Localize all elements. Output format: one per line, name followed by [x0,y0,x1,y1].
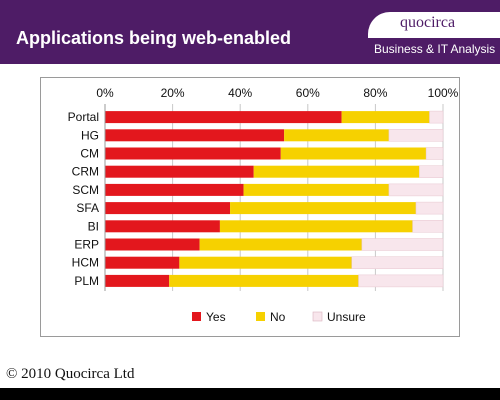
bar-no [199,238,362,251]
legend-swatch-no [256,312,265,321]
category-label: HCM [72,256,99,270]
bar-unsure [415,201,444,215]
legend-swatch-unsure [312,311,323,322]
bar-unsure [412,220,444,233]
tagline: Business & IT Analysis [374,42,496,56]
bar-yes [105,111,342,124]
bar-unsure [429,110,444,124]
legend-swatch-yes [192,312,201,321]
bar-no [280,147,427,160]
bar-yes [105,256,180,269]
category-label: Portal [68,110,99,124]
x-tick-label: 60% [296,86,320,100]
bar-yes [105,238,200,251]
category-label: SFA [76,201,99,215]
bar-unsure [361,238,444,251]
bar-unsure [351,256,444,269]
category-label: CRM [72,165,99,179]
bar-unsure [388,183,444,197]
category-label: HG [81,128,99,142]
chart-panel: 0% 20% 40% 60% 80% 100% Portal HG CM CRM SCM SFA BI E… [40,77,460,337]
legend-label-yes: Yes [206,310,226,324]
category-label: PLM [74,274,99,288]
quocirca-logo: quocirca [400,14,456,31]
bar-no [230,202,416,215]
slide-title: Applications being web-enabled [16,28,292,48]
bar-yes [105,274,170,287]
stacked-bar-chart: 0% 20% 40% 60% 80% 100% Portal HG CM CRM SCM SFA BI E… [68,86,459,324]
category-label: SCM [72,183,99,197]
bar-unsure [425,147,444,160]
bar-no [284,129,389,142]
bar-yes [105,147,281,160]
category-label: CM [80,147,99,161]
bottom-band [0,388,500,400]
x-tick-label: 80% [363,86,387,100]
copyright-notice: © 2010 Quocirca Ltd [6,366,135,382]
bar-no [341,111,430,124]
bar-unsure [419,165,444,178]
logo-tab [368,12,500,38]
bar-yes [105,129,285,142]
x-tick-label: 40% [228,86,252,100]
category-label: BI [88,219,99,233]
x-tick-label: 0% [96,86,114,100]
legend-label-unsure: Unsure [327,310,366,324]
bar-yes [105,183,244,196]
bar-no [243,183,389,196]
bar-unsure [388,129,444,142]
bar-no [219,220,413,233]
category-label: ERP [74,238,99,252]
bar-yes [105,220,220,233]
x-tick-label: 20% [161,86,185,100]
x-tick-label: 100% [428,86,459,100]
bar-unsure [358,274,444,288]
bar-no [169,274,359,287]
bar-no [253,165,420,178]
legend-label-no: No [270,310,286,324]
bar-yes [105,165,254,178]
bar-no [179,256,352,269]
bar-yes [105,202,231,215]
